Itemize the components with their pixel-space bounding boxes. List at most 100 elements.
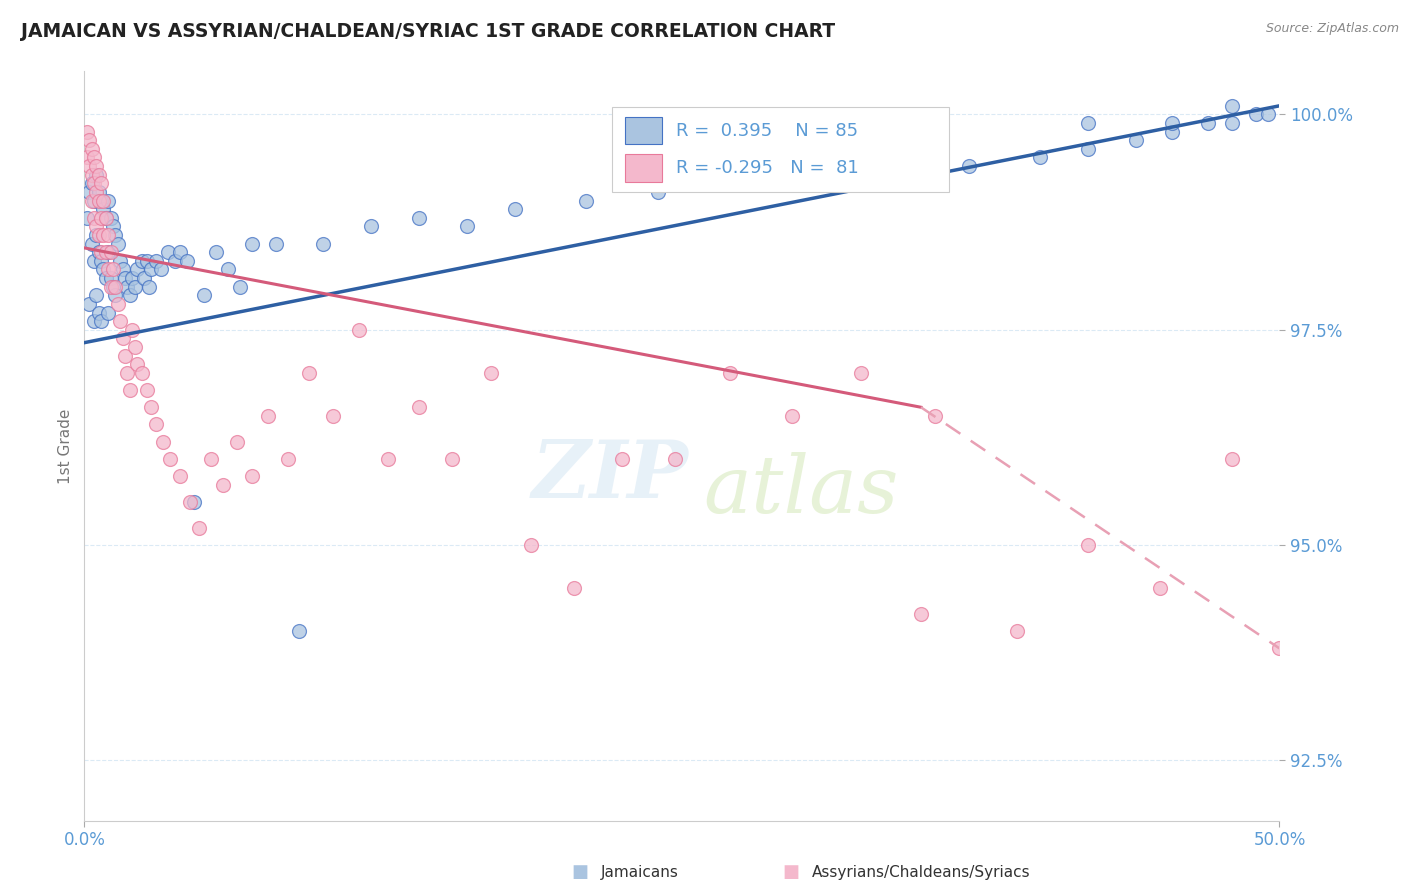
Point bbox=[114, 271, 136, 285]
Point bbox=[135, 383, 157, 397]
Point bbox=[377, 451, 399, 466]
FancyBboxPatch shape bbox=[612, 107, 949, 192]
Point bbox=[169, 245, 191, 260]
Point bbox=[124, 279, 146, 293]
Point bbox=[94, 245, 117, 260]
Point bbox=[360, 219, 382, 234]
Point bbox=[149, 262, 172, 277]
Point bbox=[118, 383, 141, 397]
Point bbox=[86, 159, 108, 173]
Point bbox=[90, 314, 112, 328]
Point bbox=[183, 495, 205, 509]
Point bbox=[125, 262, 148, 277]
Point bbox=[145, 417, 167, 432]
Point bbox=[131, 253, 153, 268]
Point bbox=[104, 288, 127, 302]
Point bbox=[1220, 451, 1243, 466]
Point bbox=[664, 451, 686, 466]
Point bbox=[1077, 142, 1099, 156]
Point bbox=[179, 495, 201, 509]
Point bbox=[87, 185, 110, 199]
Point bbox=[408, 211, 430, 225]
Point bbox=[118, 288, 141, 302]
Point bbox=[288, 624, 311, 639]
Point bbox=[165, 253, 187, 268]
Point bbox=[93, 202, 115, 216]
Point bbox=[90, 177, 112, 191]
Point bbox=[83, 194, 105, 208]
Point bbox=[1268, 641, 1291, 656]
Point bbox=[94, 211, 117, 225]
Point bbox=[121, 323, 143, 337]
Point bbox=[132, 271, 156, 285]
Point bbox=[441, 451, 464, 466]
Point bbox=[117, 279, 139, 293]
Y-axis label: 1st Grade: 1st Grade bbox=[58, 409, 73, 483]
Point bbox=[145, 253, 167, 268]
Text: atlas: atlas bbox=[704, 452, 898, 530]
Point bbox=[121, 271, 143, 285]
Point bbox=[1161, 116, 1184, 130]
Point bbox=[1220, 116, 1243, 130]
Point bbox=[101, 279, 124, 293]
Point bbox=[240, 236, 263, 251]
Point bbox=[83, 253, 105, 268]
Point bbox=[97, 194, 120, 208]
Point bbox=[141, 262, 163, 277]
Point bbox=[131, 366, 153, 380]
Point bbox=[924, 409, 946, 423]
Point bbox=[851, 366, 873, 380]
Point bbox=[80, 142, 103, 156]
Point bbox=[117, 366, 139, 380]
Point bbox=[169, 469, 191, 483]
Point bbox=[157, 245, 180, 260]
Point bbox=[1149, 581, 1171, 595]
Point bbox=[226, 434, 249, 449]
FancyBboxPatch shape bbox=[626, 154, 662, 182]
Point bbox=[80, 236, 103, 251]
Text: ZIP: ZIP bbox=[531, 437, 689, 515]
Point bbox=[479, 366, 502, 380]
Text: R = -0.295   N =  81: R = -0.295 N = 81 bbox=[676, 159, 859, 177]
Point bbox=[176, 253, 198, 268]
Point bbox=[575, 194, 598, 208]
Point bbox=[100, 271, 122, 285]
Point bbox=[456, 219, 478, 234]
Point bbox=[77, 133, 100, 147]
Point bbox=[97, 305, 120, 319]
Point bbox=[107, 236, 129, 251]
Point bbox=[86, 168, 108, 182]
Point bbox=[83, 151, 105, 165]
Point bbox=[80, 168, 103, 182]
Point bbox=[264, 236, 287, 251]
Point bbox=[188, 521, 211, 535]
Point bbox=[217, 262, 239, 277]
Point bbox=[87, 305, 110, 319]
Point bbox=[77, 297, 100, 311]
Point bbox=[159, 451, 181, 466]
Point bbox=[93, 194, 115, 208]
Point bbox=[349, 323, 371, 337]
Point bbox=[76, 211, 98, 225]
Text: R =  0.395    N = 85: R = 0.395 N = 85 bbox=[676, 122, 858, 140]
Point bbox=[503, 202, 526, 216]
Point bbox=[1197, 116, 1219, 130]
Point bbox=[114, 349, 136, 363]
Point bbox=[1257, 107, 1279, 121]
Point bbox=[76, 151, 98, 165]
Point bbox=[910, 607, 932, 621]
Point bbox=[322, 409, 344, 423]
Point bbox=[90, 211, 112, 225]
Point bbox=[780, 409, 803, 423]
Point bbox=[80, 194, 103, 208]
Point bbox=[229, 279, 252, 293]
Point bbox=[212, 477, 235, 491]
Point bbox=[135, 253, 157, 268]
Point bbox=[100, 211, 122, 225]
Point bbox=[86, 185, 108, 199]
Point bbox=[100, 279, 122, 293]
Point bbox=[104, 279, 127, 293]
Point bbox=[80, 177, 103, 191]
Text: Source: ZipAtlas.com: Source: ZipAtlas.com bbox=[1265, 22, 1399, 36]
Point bbox=[564, 581, 586, 595]
